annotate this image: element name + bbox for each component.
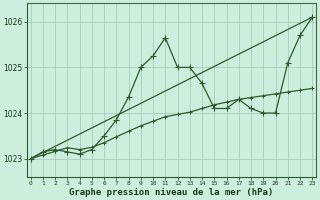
X-axis label: Graphe pression niveau de la mer (hPa): Graphe pression niveau de la mer (hPa) — [69, 188, 274, 197]
